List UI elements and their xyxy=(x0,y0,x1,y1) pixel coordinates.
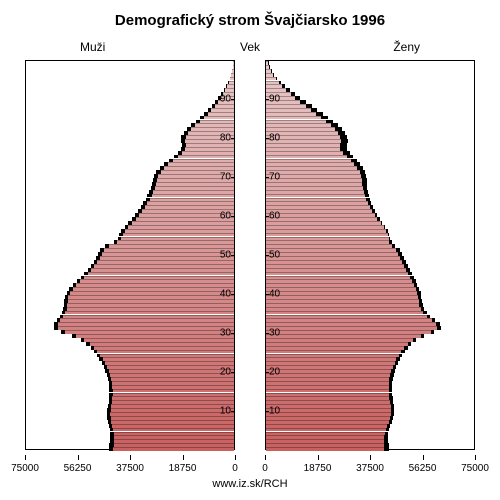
x-tick-label: 37500 xyxy=(116,463,144,474)
x-tick-label: 56250 xyxy=(64,463,92,474)
y-tick-label: 80 xyxy=(220,133,231,144)
chart-title: Demografický strom Švajčiarsko 1996 xyxy=(0,12,500,29)
x-tick-label: 0 xyxy=(262,463,268,474)
y-tick-label: 40 xyxy=(269,289,280,300)
y-tick-label: 20 xyxy=(269,367,280,378)
y-tick-label: 60 xyxy=(220,211,231,222)
footer-url: www.iz.sk/RCH xyxy=(0,478,500,490)
y-tick-label: 70 xyxy=(220,172,231,183)
y-tick-label: 30 xyxy=(269,328,280,339)
y-tick-label: 10 xyxy=(220,406,231,417)
y-tick-label: 50 xyxy=(269,250,280,261)
y-tick-label: 40 xyxy=(220,289,231,300)
x-tick-label: 18750 xyxy=(304,463,332,474)
panel-females xyxy=(265,60,475,450)
y-tick-label: 60 xyxy=(269,211,280,222)
x-tick-label: 75000 xyxy=(11,463,39,474)
panel-males xyxy=(25,60,235,450)
x-tick-label: 0 xyxy=(232,463,238,474)
label-females: Ženy xyxy=(393,40,420,54)
chart-container: Demografický strom Švajčiarsko 1996 Muži… xyxy=(0,0,500,500)
y-tick-label: 10 xyxy=(269,406,280,417)
bar-male xyxy=(26,447,234,451)
y-tick-label: 90 xyxy=(269,94,280,105)
x-tick-label: 75000 xyxy=(461,463,489,474)
y-tick-label: 90 xyxy=(220,94,231,105)
x-tick-label: 18750 xyxy=(169,463,197,474)
y-tick-label: 20 xyxy=(220,367,231,378)
bar-female xyxy=(266,447,474,451)
label-age: Vek xyxy=(0,40,500,54)
x-tick-label: 37500 xyxy=(356,463,384,474)
y-tick-label: 50 xyxy=(220,250,231,261)
y-tick-label: 80 xyxy=(269,133,280,144)
y-tick-label: 70 xyxy=(269,172,280,183)
y-tick-label: 30 xyxy=(220,328,231,339)
x-tick-label: 56250 xyxy=(409,463,437,474)
chart-area: 101020203030404050506060707080809090 750… xyxy=(25,60,475,450)
